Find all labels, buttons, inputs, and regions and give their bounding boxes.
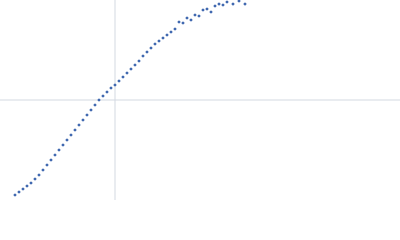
point	[81, 118, 85, 122]
point	[117, 79, 121, 83]
point	[65, 138, 69, 142]
point	[173, 27, 177, 31]
point	[73, 128, 77, 132]
point	[57, 148, 61, 152]
point	[169, 30, 173, 34]
point	[221, 3, 225, 7]
point	[231, 2, 235, 6]
page: (() => { const data = JSON.parse(documen…	[0, 0, 400, 200]
point	[237, 0, 241, 3]
point	[105, 90, 109, 94]
chart	[0, 0, 400, 200]
point	[141, 54, 145, 58]
point	[41, 168, 45, 172]
point	[205, 7, 209, 11]
point	[37, 173, 41, 177]
point	[145, 50, 149, 54]
point	[85, 113, 89, 117]
point	[209, 10, 213, 14]
point	[193, 13, 197, 17]
point	[157, 39, 161, 43]
point	[165, 33, 169, 37]
point	[137, 59, 141, 63]
point	[161, 36, 165, 40]
point	[97, 98, 101, 102]
point	[185, 16, 189, 20]
point	[17, 190, 21, 194]
point	[13, 193, 17, 197]
point	[125, 71, 129, 75]
point	[225, 0, 229, 4]
point	[113, 83, 117, 87]
point	[189, 18, 193, 22]
point	[109, 86, 113, 90]
point	[49, 158, 53, 162]
point	[89, 108, 93, 112]
point	[61, 143, 65, 147]
point	[197, 14, 201, 18]
point	[217, 2, 221, 6]
point	[201, 8, 205, 12]
point	[45, 163, 49, 167]
point	[29, 181, 33, 185]
point	[69, 133, 73, 137]
point	[121, 75, 125, 79]
point	[21, 187, 25, 191]
point	[101, 94, 105, 98]
point	[53, 153, 57, 157]
point	[25, 184, 29, 188]
point	[129, 67, 133, 71]
point	[149, 46, 153, 50]
point	[181, 21, 185, 25]
point	[93, 103, 97, 107]
point	[177, 20, 181, 24]
point	[33, 177, 37, 181]
point	[133, 63, 137, 67]
point	[213, 4, 217, 8]
point	[77, 123, 81, 127]
point	[243, 2, 247, 6]
point	[153, 42, 157, 46]
